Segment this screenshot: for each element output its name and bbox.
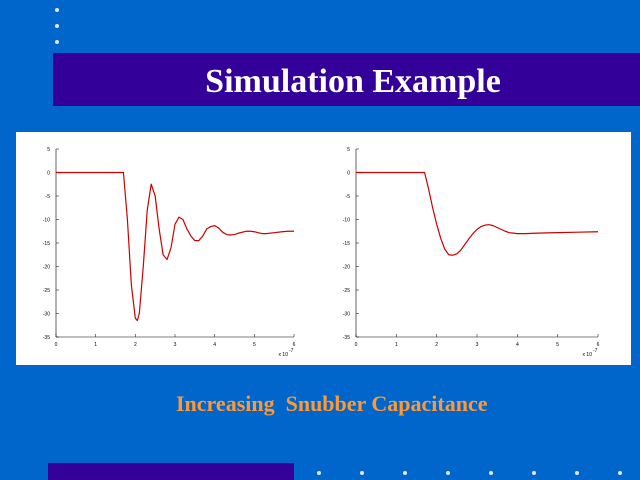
chart1-x-tick-label: 5 xyxy=(253,342,256,348)
chart2-x-multiplier-exponent: -7 xyxy=(593,348,598,354)
chart1-x-tick-label: 2 xyxy=(134,342,137,348)
chart1-y-tick-label: -30 xyxy=(43,312,50,318)
chart1-series-line xyxy=(56,171,294,322)
decorative-dot xyxy=(317,471,321,475)
chart2-x-tick-label: 5 xyxy=(556,342,559,348)
chart2-x-tick-label: 3 xyxy=(476,342,479,348)
chart2-x-tick-label: 6 xyxy=(597,342,600,348)
decorative-dot xyxy=(575,471,579,475)
decorative-dot xyxy=(489,471,493,475)
chart1-y-tick-label: -5 xyxy=(46,194,51,200)
chart2-y-tick-label: 5 xyxy=(347,147,350,153)
chart2-x-tick-label: 2 xyxy=(435,342,438,348)
chart2-x-tick-label: 4 xyxy=(516,342,519,348)
decorative-dot xyxy=(55,24,59,28)
chart1-y-tick-label: -25 xyxy=(43,288,50,294)
bottom-band xyxy=(48,463,294,480)
decorative-dot xyxy=(403,471,407,475)
chart1-x-tick-label: 6 xyxy=(293,342,296,348)
chart2-y-tick-label: -20 xyxy=(343,265,350,271)
chart2-y-tick-label: -10 xyxy=(343,218,350,224)
chart1-y-tick-label: -20 xyxy=(43,265,50,271)
chart2-y-tick-label: -5 xyxy=(346,194,351,200)
chart2-x-tick-label: 0 xyxy=(355,342,358,348)
caption: Increasing Snubber Capacitance xyxy=(176,391,488,416)
chart1-x-tick-label: 4 xyxy=(213,342,216,348)
title-band: Simulation Example xyxy=(53,53,640,106)
chart2-series-line xyxy=(356,171,599,256)
decorative-dot xyxy=(55,40,59,44)
chart1-y-tick-label: -15 xyxy=(43,241,50,247)
chart1-x-tick-label: 0 xyxy=(55,342,58,348)
chart1-x-multiplier-label: x 10 xyxy=(279,352,289,358)
chart1-y-tick-label: 5 xyxy=(47,147,50,153)
chart2-x-multiplier-label: x 10 xyxy=(583,352,593,358)
chart1-y-tick-label: -35 xyxy=(43,335,50,341)
chart2-x-tick-label: 1 xyxy=(395,342,398,348)
decorative-dot xyxy=(360,471,364,475)
decorative-dot xyxy=(446,471,450,475)
chart2-y-tick-label: -30 xyxy=(343,312,350,318)
decorative-dot xyxy=(532,471,536,475)
chart1-x-multiplier-exponent: -7 xyxy=(289,348,294,354)
chart1-y-tick-label: -10 xyxy=(43,218,50,224)
chart2-y-tick-label: -15 xyxy=(343,241,350,247)
chart2-y-tick-label: -25 xyxy=(343,288,350,294)
slide-title: Simulation Example xyxy=(205,63,501,100)
chart1-y-tick-label: 0 xyxy=(47,171,50,177)
chart2-y-tick-label: -35 xyxy=(343,335,350,341)
chart1-x-tick-label: 3 xyxy=(174,342,177,348)
decorative-dot xyxy=(55,8,59,12)
simulation-figure: 5 0 -5 -10 -15 -20 -25 -30 -35 0 1 2 3 4 5 6 x 10 -7 5 0 -5-… xyxy=(16,132,631,365)
plots-svg: 50-5-10-15-20-25-30-350 1 2 3 4 5 6x 10-750-5-… xyxy=(43,147,600,358)
chart1-x-tick-label: 1 xyxy=(94,342,97,348)
decorative-dot xyxy=(618,471,622,475)
chart2-y-tick-label: 0 xyxy=(347,171,350,177)
